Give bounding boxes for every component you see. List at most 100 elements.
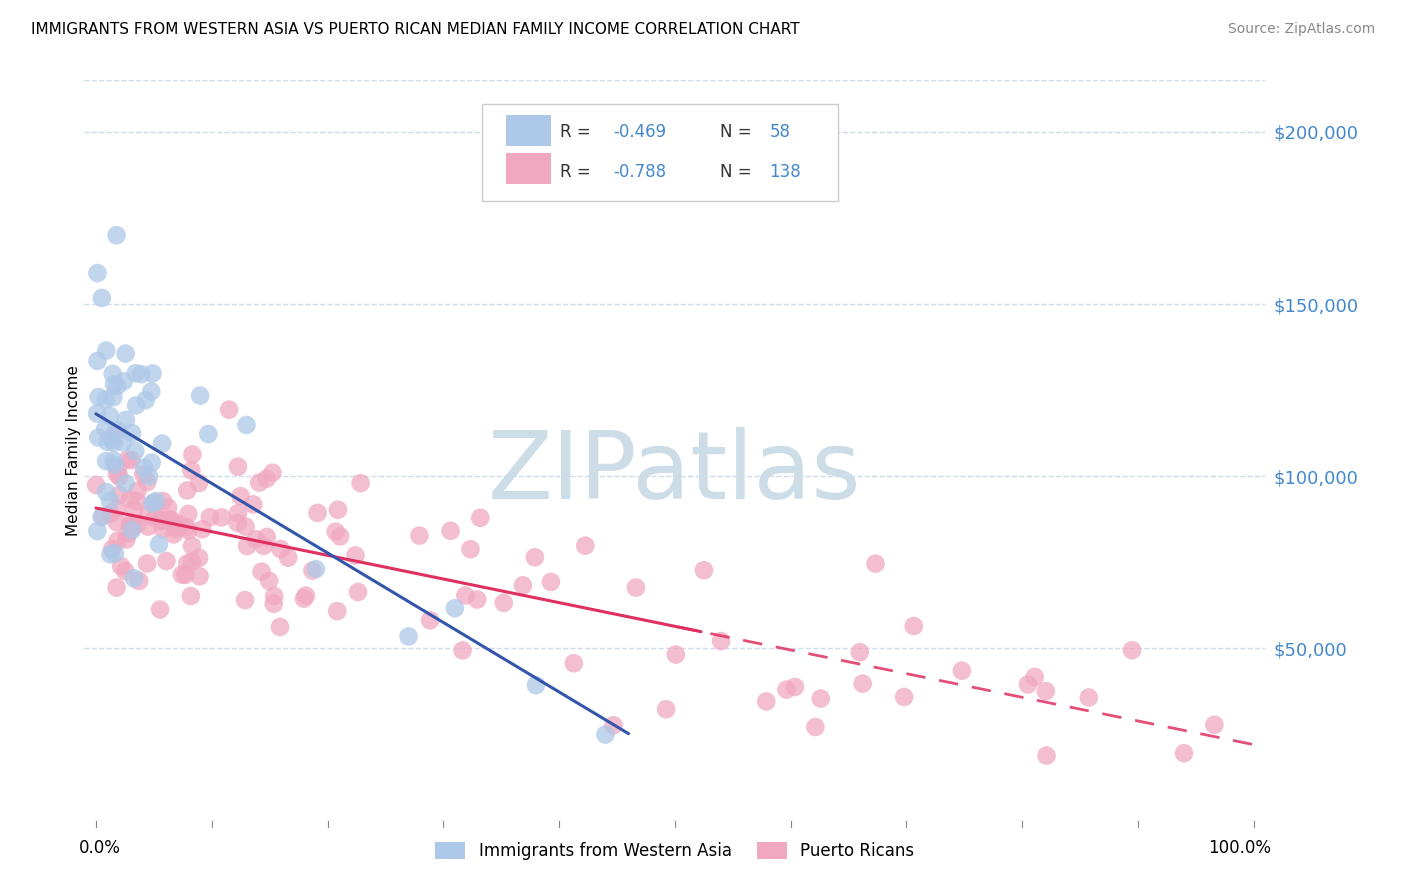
Point — [180, 589, 202, 603]
Point — [136, 475, 159, 490]
Point — [143, 511, 166, 525]
Point — [177, 524, 200, 538]
Point — [105, 379, 128, 393]
Point — [128, 574, 150, 588]
Point — [470, 510, 492, 524]
Point — [155, 554, 177, 568]
Point — [562, 657, 585, 671]
Point — [454, 589, 477, 603]
Point — [87, 431, 110, 445]
Text: 58: 58 — [769, 123, 790, 141]
Point — [101, 542, 124, 557]
Point — [277, 550, 299, 565]
Point — [256, 472, 278, 486]
Point — [226, 459, 249, 474]
Point — [86, 354, 108, 368]
Point — [1017, 677, 1039, 691]
Point — [98, 507, 121, 521]
Point — [122, 502, 145, 516]
Point — [94, 454, 117, 468]
Text: R =: R = — [561, 123, 596, 141]
Text: 0.0%: 0.0% — [79, 839, 121, 857]
Point — [1035, 748, 1057, 763]
Point — [105, 228, 128, 243]
Point — [103, 390, 125, 404]
Point — [1173, 746, 1195, 760]
Point — [492, 596, 515, 610]
Point — [523, 550, 546, 565]
Point — [180, 555, 202, 569]
Text: Source: ZipAtlas.com: Source: ZipAtlas.com — [1227, 22, 1375, 37]
Point — [104, 426, 127, 441]
Text: IMMIGRANTS FROM WESTERN ASIA VS PUERTO RICAN MEDIAN FAMILY INCOME CORRELATION CH: IMMIGRANTS FROM WESTERN ASIA VS PUERTO R… — [31, 22, 800, 37]
Point — [903, 619, 925, 633]
Point — [141, 384, 163, 399]
Point — [783, 680, 806, 694]
Point — [236, 539, 259, 553]
Point — [115, 413, 138, 427]
Point — [148, 537, 170, 551]
Point — [121, 516, 143, 530]
Point — [98, 548, 121, 562]
Point — [263, 597, 285, 611]
Point — [181, 539, 204, 553]
Point — [253, 539, 276, 553]
Point — [439, 524, 461, 538]
FancyBboxPatch shape — [482, 104, 838, 201]
Point — [145, 494, 167, 508]
Text: R =: R = — [561, 163, 596, 181]
Point — [136, 557, 159, 571]
Point — [398, 629, 420, 643]
Point — [90, 510, 112, 524]
Point — [136, 508, 159, 523]
Point — [108, 488, 131, 502]
Point — [103, 377, 125, 392]
Point — [105, 501, 128, 516]
Point — [256, 530, 278, 544]
Point — [124, 366, 146, 380]
Text: 138: 138 — [769, 163, 801, 181]
Point — [540, 574, 562, 589]
Point — [108, 470, 131, 484]
Point — [849, 645, 872, 659]
Point — [127, 483, 149, 498]
Y-axis label: Median Family Income: Median Family Income — [66, 365, 80, 536]
Point — [157, 500, 180, 515]
Point — [865, 557, 887, 571]
Point — [169, 517, 191, 532]
Point — [242, 498, 264, 512]
Point — [305, 562, 328, 576]
Point — [804, 720, 827, 734]
Point — [1035, 684, 1057, 698]
Point — [94, 485, 117, 500]
Point — [188, 389, 211, 403]
Point — [176, 520, 198, 534]
Point — [98, 494, 121, 508]
Point — [121, 453, 143, 467]
Point — [512, 578, 534, 592]
Point — [852, 676, 875, 690]
Point — [1121, 643, 1143, 657]
Point — [104, 458, 127, 472]
Point — [150, 514, 173, 528]
Point — [136, 519, 159, 533]
Point — [295, 589, 318, 603]
Point — [114, 346, 136, 360]
Point — [233, 593, 256, 607]
Point — [114, 564, 136, 578]
Point — [197, 427, 219, 442]
Text: 100.0%: 100.0% — [1208, 839, 1271, 857]
Point — [329, 529, 352, 543]
Point — [465, 592, 488, 607]
Text: ZIPatlas: ZIPatlas — [488, 426, 862, 518]
Point — [141, 367, 163, 381]
Point — [97, 434, 120, 449]
Point — [301, 564, 323, 578]
Point — [444, 601, 467, 615]
Point — [177, 507, 200, 521]
Point — [693, 563, 716, 577]
Point — [84, 478, 107, 492]
Point — [229, 489, 252, 503]
Point — [1077, 690, 1099, 705]
Point — [94, 422, 117, 436]
